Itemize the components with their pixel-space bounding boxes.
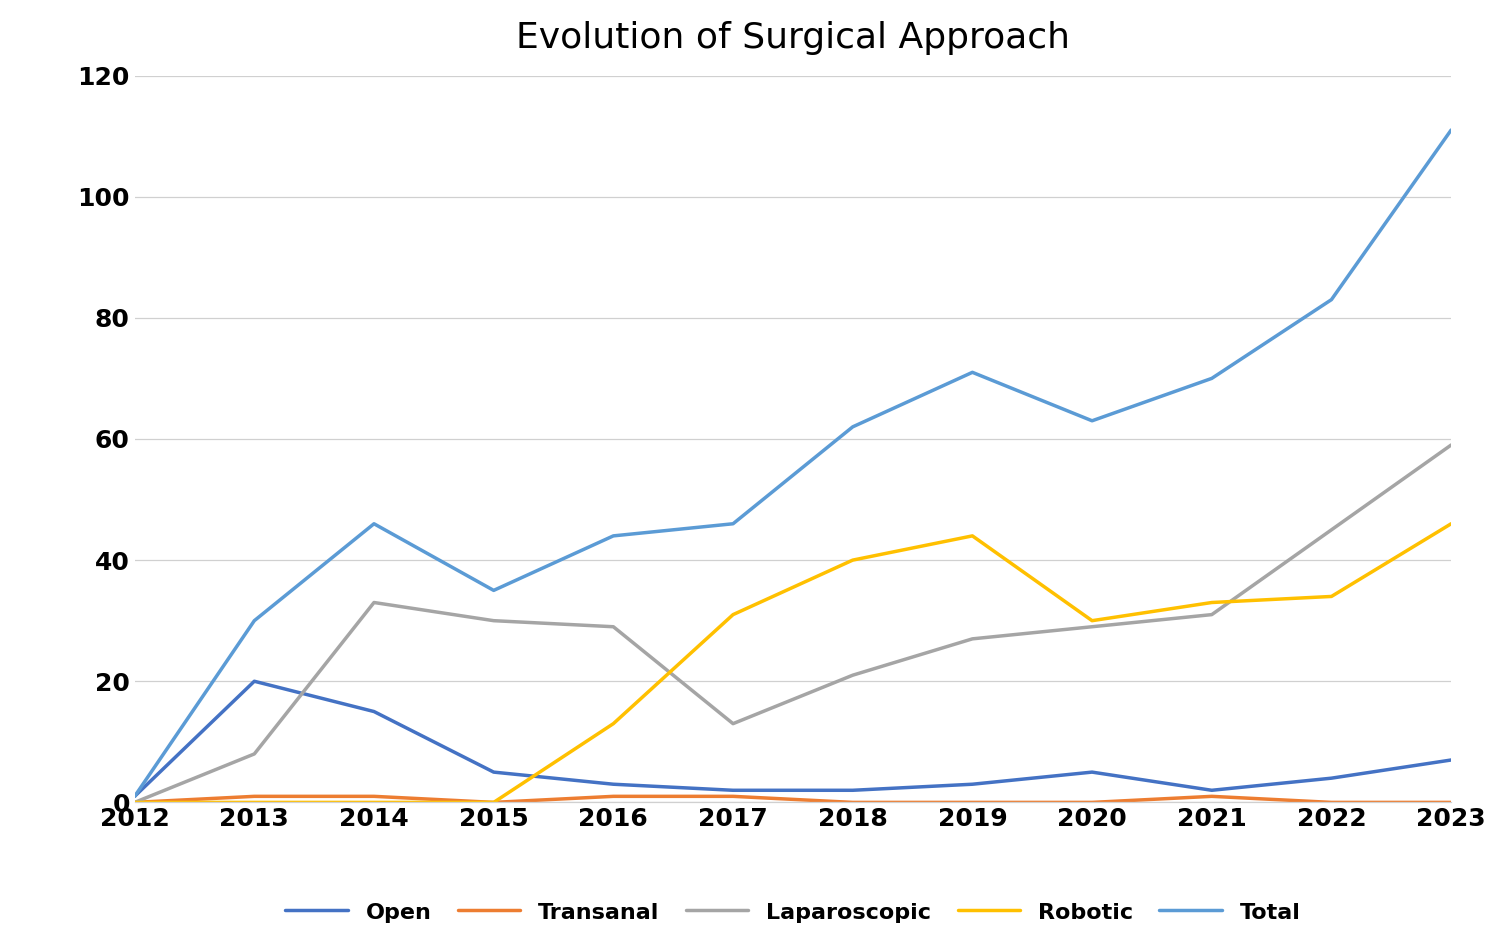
Line: Laparoscopic: Laparoscopic: [135, 445, 1451, 802]
Transanal: [844, 797, 862, 808]
Open: [1322, 772, 1340, 784]
Transanal: [604, 791, 622, 802]
Robotic: [604, 718, 622, 730]
Laparoscopic: [1083, 621, 1101, 632]
Transanal: [126, 797, 144, 808]
Line: Total: Total: [135, 130, 1451, 797]
Robotic: [1442, 518, 1460, 530]
Robotic: [485, 797, 503, 808]
Laparoscopic: [724, 718, 742, 730]
Total: [604, 531, 622, 542]
Transanal: [1442, 797, 1460, 808]
Total: [1203, 373, 1221, 384]
Open: [365, 706, 383, 717]
Open: [1203, 784, 1221, 796]
Total: [844, 421, 862, 432]
Open: [1442, 754, 1460, 766]
Laparoscopic: [365, 597, 383, 608]
Open: [724, 784, 742, 796]
Open: [844, 784, 862, 796]
Transanal: [1083, 797, 1101, 808]
Total: [1083, 415, 1101, 427]
Total: [126, 791, 144, 802]
Transanal: [1203, 791, 1221, 802]
Laparoscopic: [963, 633, 981, 645]
Title: Evolution of Surgical Approach: Evolution of Surgical Approach: [516, 21, 1070, 55]
Line: Open: Open: [135, 682, 1451, 797]
Laparoscopic: [245, 749, 263, 760]
Total: [963, 366, 981, 378]
Robotic: [245, 797, 263, 808]
Robotic: [1203, 597, 1221, 608]
Open: [1083, 767, 1101, 778]
Transanal: [1322, 797, 1340, 808]
Open: [485, 767, 503, 778]
Total: [724, 518, 742, 530]
Legend: Open, Transanal, Laparoscopic, Robotic, Total: Open, Transanal, Laparoscopic, Robotic, …: [277, 893, 1309, 932]
Robotic: [1083, 615, 1101, 627]
Open: [245, 676, 263, 687]
Robotic: [1322, 591, 1340, 602]
Total: [245, 615, 263, 627]
Open: [126, 791, 144, 802]
Open: [604, 779, 622, 790]
Transanal: [245, 791, 263, 802]
Transanal: [724, 791, 742, 802]
Laparoscopic: [485, 615, 503, 627]
Robotic: [126, 797, 144, 808]
Open: [963, 779, 981, 790]
Laparoscopic: [604, 621, 622, 632]
Total: [1322, 294, 1340, 305]
Line: Transanal: Transanal: [135, 797, 1451, 802]
Laparoscopic: [844, 669, 862, 681]
Transanal: [365, 791, 383, 802]
Laparoscopic: [1322, 524, 1340, 535]
Robotic: [724, 609, 742, 620]
Total: [365, 518, 383, 530]
Transanal: [485, 797, 503, 808]
Laparoscopic: [1203, 609, 1221, 620]
Laparoscopic: [1442, 439, 1460, 450]
Line: Robotic: Robotic: [135, 524, 1451, 802]
Total: [485, 584, 503, 596]
Transanal: [963, 797, 981, 808]
Total: [1442, 125, 1460, 136]
Robotic: [963, 531, 981, 542]
Robotic: [365, 797, 383, 808]
Laparoscopic: [126, 797, 144, 808]
Robotic: [844, 554, 862, 565]
